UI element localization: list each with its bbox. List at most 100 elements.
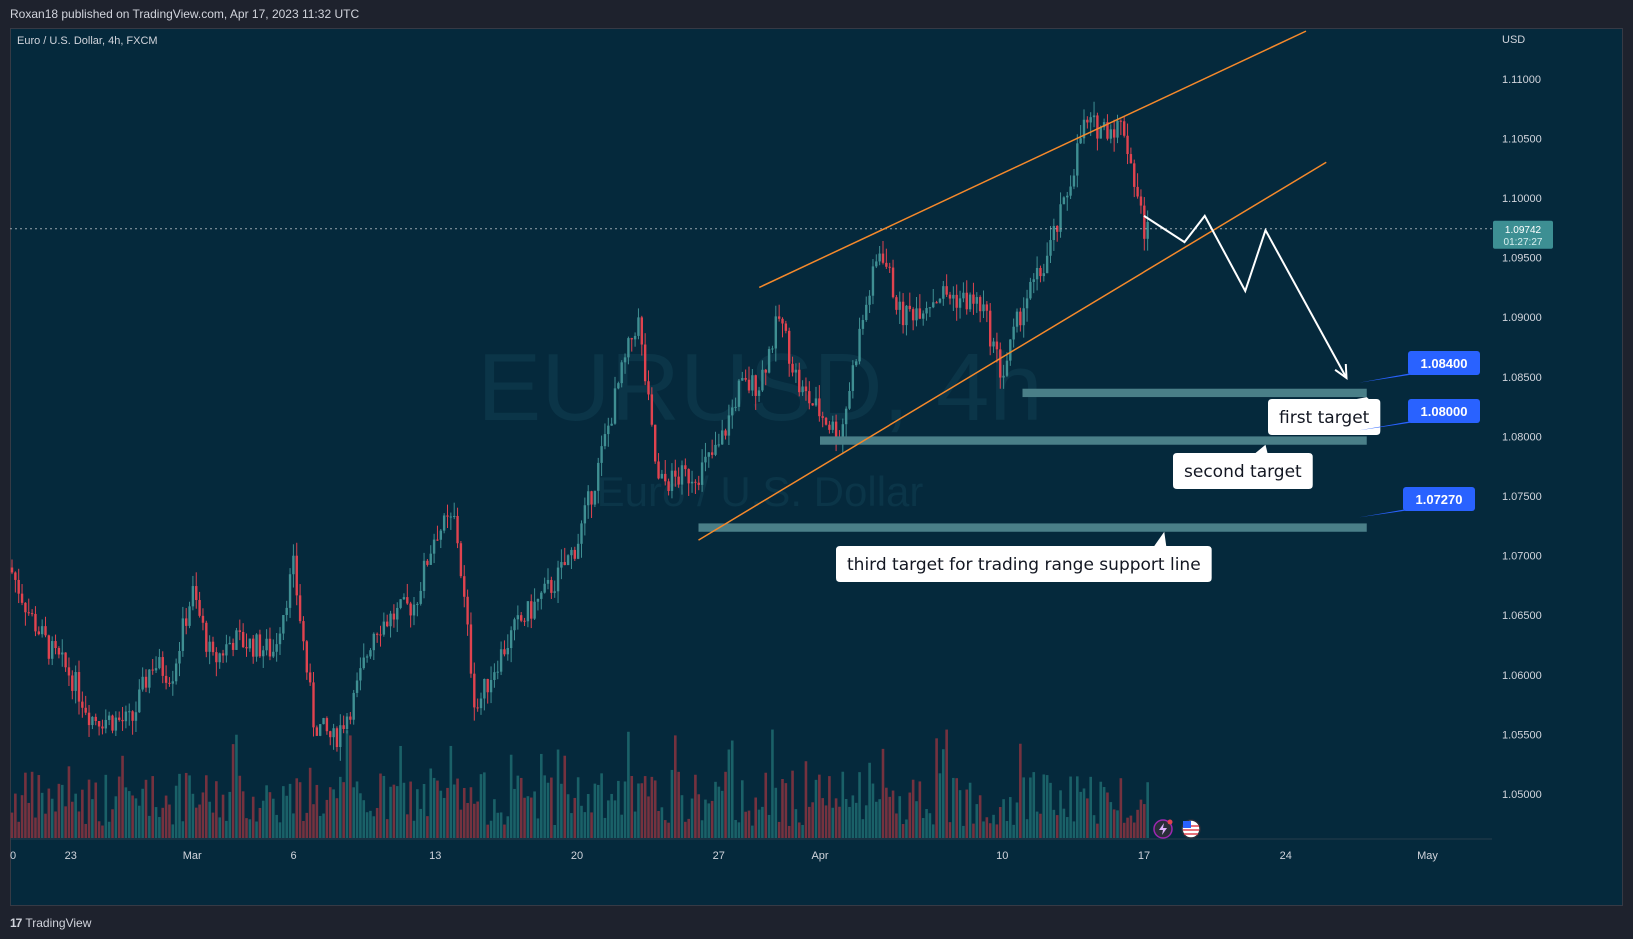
time-axis[interactable]: 20 23 Mar 6 13 20 27 Apr 10 17 24 May [10, 838, 1492, 862]
volume-bar [717, 786, 721, 838]
volume-bar [275, 814, 278, 838]
candle-body [128, 711, 131, 713]
volume-bar [151, 776, 154, 838]
volume-bar [442, 797, 446, 838]
volume-bar [962, 825, 965, 838]
candle-body [74, 672, 77, 691]
volume-bar [677, 771, 680, 838]
price-tags: 1.08400 1.08000 1.07270 [1358, 351, 1480, 518]
volume-bar [148, 815, 151, 838]
volume-bar [968, 782, 972, 838]
candle-body [1019, 311, 1022, 326]
candle-body [630, 338, 633, 340]
volume-bar [439, 790, 443, 838]
candle-body [154, 668, 158, 671]
candle-body [382, 621, 386, 635]
candle-body [335, 728, 339, 748]
volume-bar [808, 806, 811, 838]
volume-bar [771, 729, 774, 838]
callout-text: second target [1184, 462, 1302, 482]
volume-bar [1009, 797, 1012, 838]
volume-bar [1122, 822, 1126, 838]
x-tick-label: 13 [429, 850, 441, 862]
candle-body [272, 651, 275, 657]
volume-bar [643, 776, 647, 838]
candle-body [91, 716, 94, 726]
volume-bar [385, 819, 389, 838]
candle-body [1119, 120, 1123, 122]
volume-bar [60, 784, 64, 838]
footer-brand[interactable]: 17 TradingView [10, 916, 91, 930]
volume-bar [931, 824, 935, 838]
candle-body [1069, 186, 1072, 196]
candle-body [168, 682, 171, 684]
volume-bar [945, 729, 948, 838]
candle-body [774, 316, 777, 349]
y-tick-label: 1.07000 [1502, 551, 1542, 563]
volume-bar [620, 814, 623, 838]
candle-body [1015, 311, 1019, 327]
volume-bar [426, 816, 429, 838]
candle-body [530, 601, 533, 619]
candle-body [241, 631, 245, 648]
volume-bar [523, 797, 526, 838]
price-tag: 1.07270 [1358, 487, 1475, 518]
volume-bar [824, 805, 828, 838]
volume-bar [623, 781, 627, 838]
volume-bar [456, 778, 459, 838]
candle-body [727, 415, 731, 436]
volume-bar [546, 782, 550, 838]
volume-bar [24, 772, 27, 838]
currency-label: USD [1502, 34, 1525, 46]
candle-body [278, 633, 282, 645]
candle-body [439, 530, 442, 540]
volume-bar [543, 775, 546, 838]
candle-body [908, 305, 911, 310]
volume-bar [161, 807, 165, 838]
candle-body [258, 634, 262, 657]
candle-body [851, 365, 855, 391]
event-icons[interactable] [1153, 819, 1201, 839]
candle-body [637, 317, 640, 336]
candle-body [821, 416, 824, 418]
volume-bar [650, 776, 654, 838]
us-flag-icon[interactable] [1181, 819, 1201, 839]
candle-body [556, 567, 560, 592]
candle-body [905, 305, 908, 326]
price-chart[interactable]: EURUSD, 4h Euro / U.S. Dollar first targ… [10, 28, 1623, 906]
volume-bar [560, 783, 563, 838]
candle-body [680, 465, 684, 485]
candle-body [17, 579, 20, 594]
candle-body [536, 598, 540, 602]
volume-bar [868, 762, 871, 838]
candle-body [1072, 175, 1076, 187]
candle-body [888, 266, 891, 268]
candle-body [992, 341, 995, 347]
volume-bar [938, 773, 942, 838]
candle-body [355, 680, 359, 693]
candle-body [476, 707, 479, 709]
candle-body [918, 308, 922, 319]
price-axis[interactable]: 1.11000 1.10500 1.10000 1.09500 1.09000 1.085… [1502, 74, 1542, 801]
price-tag-label: 1.07270 [1416, 492, 1463, 507]
candle-body [617, 383, 620, 389]
candle-body [844, 408, 848, 425]
y-tick-label: 1.05500 [1502, 729, 1542, 741]
volume-bar [138, 805, 141, 838]
volume-bar [992, 814, 995, 838]
volume-bar [258, 807, 262, 838]
volume-bar [188, 775, 191, 838]
volume-bar [399, 745, 402, 838]
candle-body [610, 423, 613, 426]
candle-body [911, 309, 915, 321]
candle-body [660, 473, 664, 479]
candle-body [801, 386, 804, 393]
x-tick-label: 23 [65, 850, 77, 862]
volume-bar [308, 767, 312, 838]
volume-bar [540, 753, 543, 838]
volume-bar [774, 787, 778, 838]
lightning-icon[interactable] [1153, 819, 1173, 839]
candle-body [677, 476, 680, 485]
candle-body [1089, 117, 1092, 123]
volume-bar [576, 777, 580, 838]
